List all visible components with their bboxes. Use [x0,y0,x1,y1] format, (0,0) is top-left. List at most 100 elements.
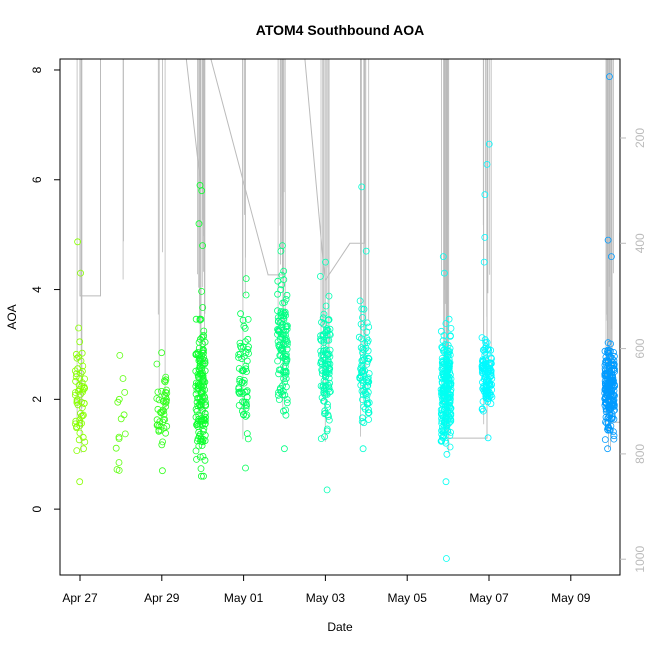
data-point [194,382,202,390]
data-point [197,315,205,323]
x-tick-label: May 03 [306,591,346,605]
data-point [604,397,612,405]
data-point [77,357,85,365]
data-point [317,357,325,365]
data-point [483,382,491,390]
data-point [275,370,283,378]
data-point [444,402,452,410]
data-point [358,357,366,365]
data-point [358,305,366,313]
data-point [283,291,291,299]
data-point [76,416,84,424]
data-point [479,398,487,405]
data-point [199,438,207,446]
data-point [324,403,332,411]
data-point [76,478,84,486]
data-point [279,368,287,376]
data-point [358,183,366,191]
data-point [240,398,248,406]
data-point [280,276,288,284]
data-point [443,347,451,354]
data-point [194,370,202,378]
data-point [237,342,244,350]
data-point [78,382,86,390]
data-point [274,290,282,298]
data-point [323,331,331,339]
data-point [323,350,331,358]
right-tick-label: 1000 [633,546,647,573]
data-point [73,423,81,431]
data-point [481,348,489,356]
data-point [364,388,372,396]
data-point [360,403,368,411]
data-point [242,412,250,420]
data-point [607,405,615,413]
data-point [356,297,364,305]
data-point [439,253,447,261]
data-point [279,299,287,307]
data-point [195,373,202,381]
data-point [237,310,245,318]
data-point [606,426,614,434]
data-point [73,370,80,378]
data-point [484,434,492,442]
data-point [446,432,454,440]
data-point [283,396,291,403]
data-point [116,351,124,359]
data-point [320,377,328,385]
data-point [115,395,123,403]
data-point [603,419,610,427]
data-point [361,388,369,396]
data-point [202,413,209,421]
data-point [242,400,250,408]
y-tick-label: 2 [30,396,44,403]
data-point [199,393,206,401]
data-point [604,236,612,244]
data-point [365,416,373,423]
x-tick-label: May 01 [224,591,264,605]
data-point [323,427,331,435]
secondary-lines [76,58,621,454]
data-point [162,403,170,410]
data-point [199,452,207,460]
data-point [364,399,372,407]
data-point [153,360,161,368]
data-point [240,322,248,330]
data-point [159,418,167,426]
data-point [439,386,447,394]
data-point [197,355,205,363]
data-point [606,73,613,80]
data-point [280,407,287,415]
data-point [359,396,366,404]
data-point [194,417,202,425]
data-point [441,340,449,348]
data-point [196,316,204,324]
data-point [158,441,166,449]
data-point [480,365,488,373]
data-point [240,411,247,419]
data-point [281,340,289,348]
data-point [112,444,120,452]
data-point [358,335,365,343]
data-point [235,388,243,396]
data-point [243,393,251,401]
data-point [607,382,615,390]
data-point [160,411,168,418]
right-tick-label: 600 [633,338,647,358]
y-axis: 0 2 4 6 8 [30,66,60,512]
data-point [244,335,252,343]
data-point [437,373,445,381]
data-point [482,373,489,381]
data-point [359,349,367,357]
data-point [201,386,209,394]
data-point [445,414,453,422]
data-point [159,438,167,446]
data-point [323,391,331,398]
data-point [200,472,207,480]
x-axis: Apr 27 Apr 29 May 01 May 03 May 05 May 07 May … [62,575,591,605]
data-point [198,437,206,445]
data-point [196,401,204,409]
data-point [158,467,166,475]
data-point [483,338,491,346]
data-point [481,351,489,359]
